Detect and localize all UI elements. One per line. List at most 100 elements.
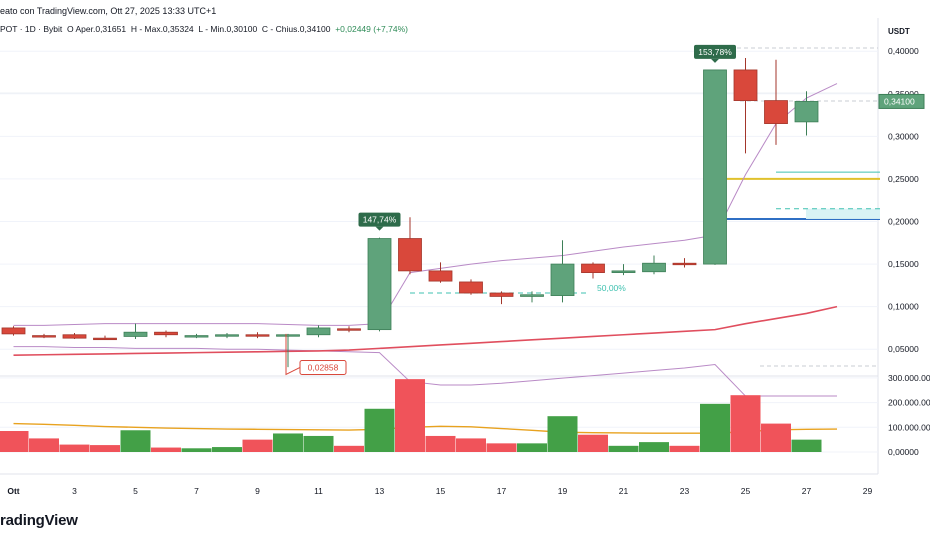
low-pointer [285,333,301,376]
volume-bar[interactable] [578,434,608,452]
gain-badge[interactable] [694,44,736,59]
volume-bar[interactable] [700,403,730,452]
candle[interactable] [62,333,87,340]
last-price-tag[interactable] [878,93,925,109]
volume-bar[interactable] [29,438,59,452]
horizontal-levels [0,47,880,367]
volume-bar[interactable] [303,435,334,452]
volume-bar[interactable] [242,439,273,452]
volume-bar[interactable] [273,433,303,452]
candle[interactable] [794,91,819,136]
candle-body [489,292,514,297]
tradingview-logo[interactable]: radingView [0,512,78,529]
volume-bars [0,379,822,452]
close-value: Chius.0,34100 [275,24,331,34]
candle[interactable] [337,326,361,333]
gridlines [0,50,878,453]
candle-body [428,270,453,282]
open-value: Aper.0,31651 [75,24,127,34]
volume-bar[interactable] [730,395,761,452]
volume-bar[interactable] [456,438,486,452]
change-value: +0,02449 (+7,74%) [335,24,408,34]
badge-pointer [711,58,719,63]
candle[interactable] [520,291,544,303]
gain-label: 153,78% [698,47,732,57]
candle[interactable] [550,240,575,303]
volume-bar[interactable] [791,439,822,452]
candle[interactable] [611,264,636,276]
badge-pointer [375,226,384,231]
candle[interactable] [764,59,788,145]
interval-label[interactable]: 1D [24,24,36,34]
volume-bar[interactable] [181,448,212,452]
volume-bar[interactable] [334,445,364,452]
candle[interactable] [215,333,239,339]
envelope-lower-line[interactable] [13,346,838,397]
volume-bar[interactable] [608,445,639,452]
candle-body [550,263,575,296]
high-value: Max.0,35324 [144,24,194,34]
time-tick-label: 11 [314,486,323,496]
candle-body [62,334,87,339]
volume-bar[interactable] [486,443,517,452]
volume-bar[interactable] [517,443,547,452]
candle[interactable] [459,279,483,295]
indicator-lines [13,83,838,434]
symbol-label[interactable]: POT [0,24,18,34]
high-label: H [130,24,137,34]
ohlc-legend: POT · 1D · Bybit O Aper.0,31651 H - Max.… [0,24,408,34]
candle[interactable] [428,262,453,283]
currency-label: USDT [888,27,910,36]
candle-body [703,69,727,265]
candle[interactable] [489,291,514,305]
candle[interactable] [733,58,758,154]
volume-bar[interactable] [425,435,456,452]
candle[interactable] [93,335,117,341]
volume-bar[interactable] [151,447,181,452]
candle-body [367,238,392,331]
candle-body [764,100,788,124]
volume-bar[interactable] [0,431,29,452]
volume-bar[interactable] [212,447,242,452]
price-tick-label: 0,05000 [888,344,919,354]
volume-bar[interactable] [120,430,151,452]
candle[interactable] [184,333,209,339]
volume-tick-label: 200.000.000 [888,398,930,408]
candle[interactable] [276,333,300,368]
volume-axis: 300.000.000 200.000.000 100.000.000 0,00000 [888,373,930,457]
candle-body [337,328,361,331]
candle[interactable] [245,332,270,339]
volume-bar[interactable] [395,379,425,452]
candle[interactable] [672,258,697,268]
gain-badge[interactable] [358,212,401,227]
candle[interactable] [32,333,56,339]
candle-body [794,101,819,123]
published-caption: eato con TradingView.com, Ott 27, 2025 1… [0,6,217,16]
zone-rect [806,208,880,219]
annotations: 147,74% 153,78% 0,02858 50,00% [285,44,736,376]
volume-ma-line[interactable] [13,422,838,434]
candle[interactable] [367,237,392,332]
volume-bar[interactable] [761,423,791,452]
envelope-upper-line[interactable] [13,83,838,326]
volume-bar[interactable] [59,444,90,452]
candle[interactable] [154,330,178,338]
moving-average-line[interactable] [13,305,838,356]
volume-bar[interactable] [364,408,395,452]
time-tick-label: 29 [863,486,873,496]
time-tick-label: 17 [497,486,507,496]
volume-bar[interactable] [90,445,120,452]
candle[interactable] [306,325,331,338]
price-tick-label: 0,10000 [888,302,919,312]
low-label: L [198,24,203,34]
volume-bar[interactable] [669,445,700,452]
candle[interactable] [398,217,422,275]
candle[interactable] [1,326,26,336]
candle[interactable] [581,262,605,279]
candle[interactable] [642,255,666,275]
volume-bar[interactable] [547,416,578,452]
candle[interactable] [703,69,727,265]
volume-bar[interactable] [639,442,669,452]
candle[interactable] [123,323,148,340]
